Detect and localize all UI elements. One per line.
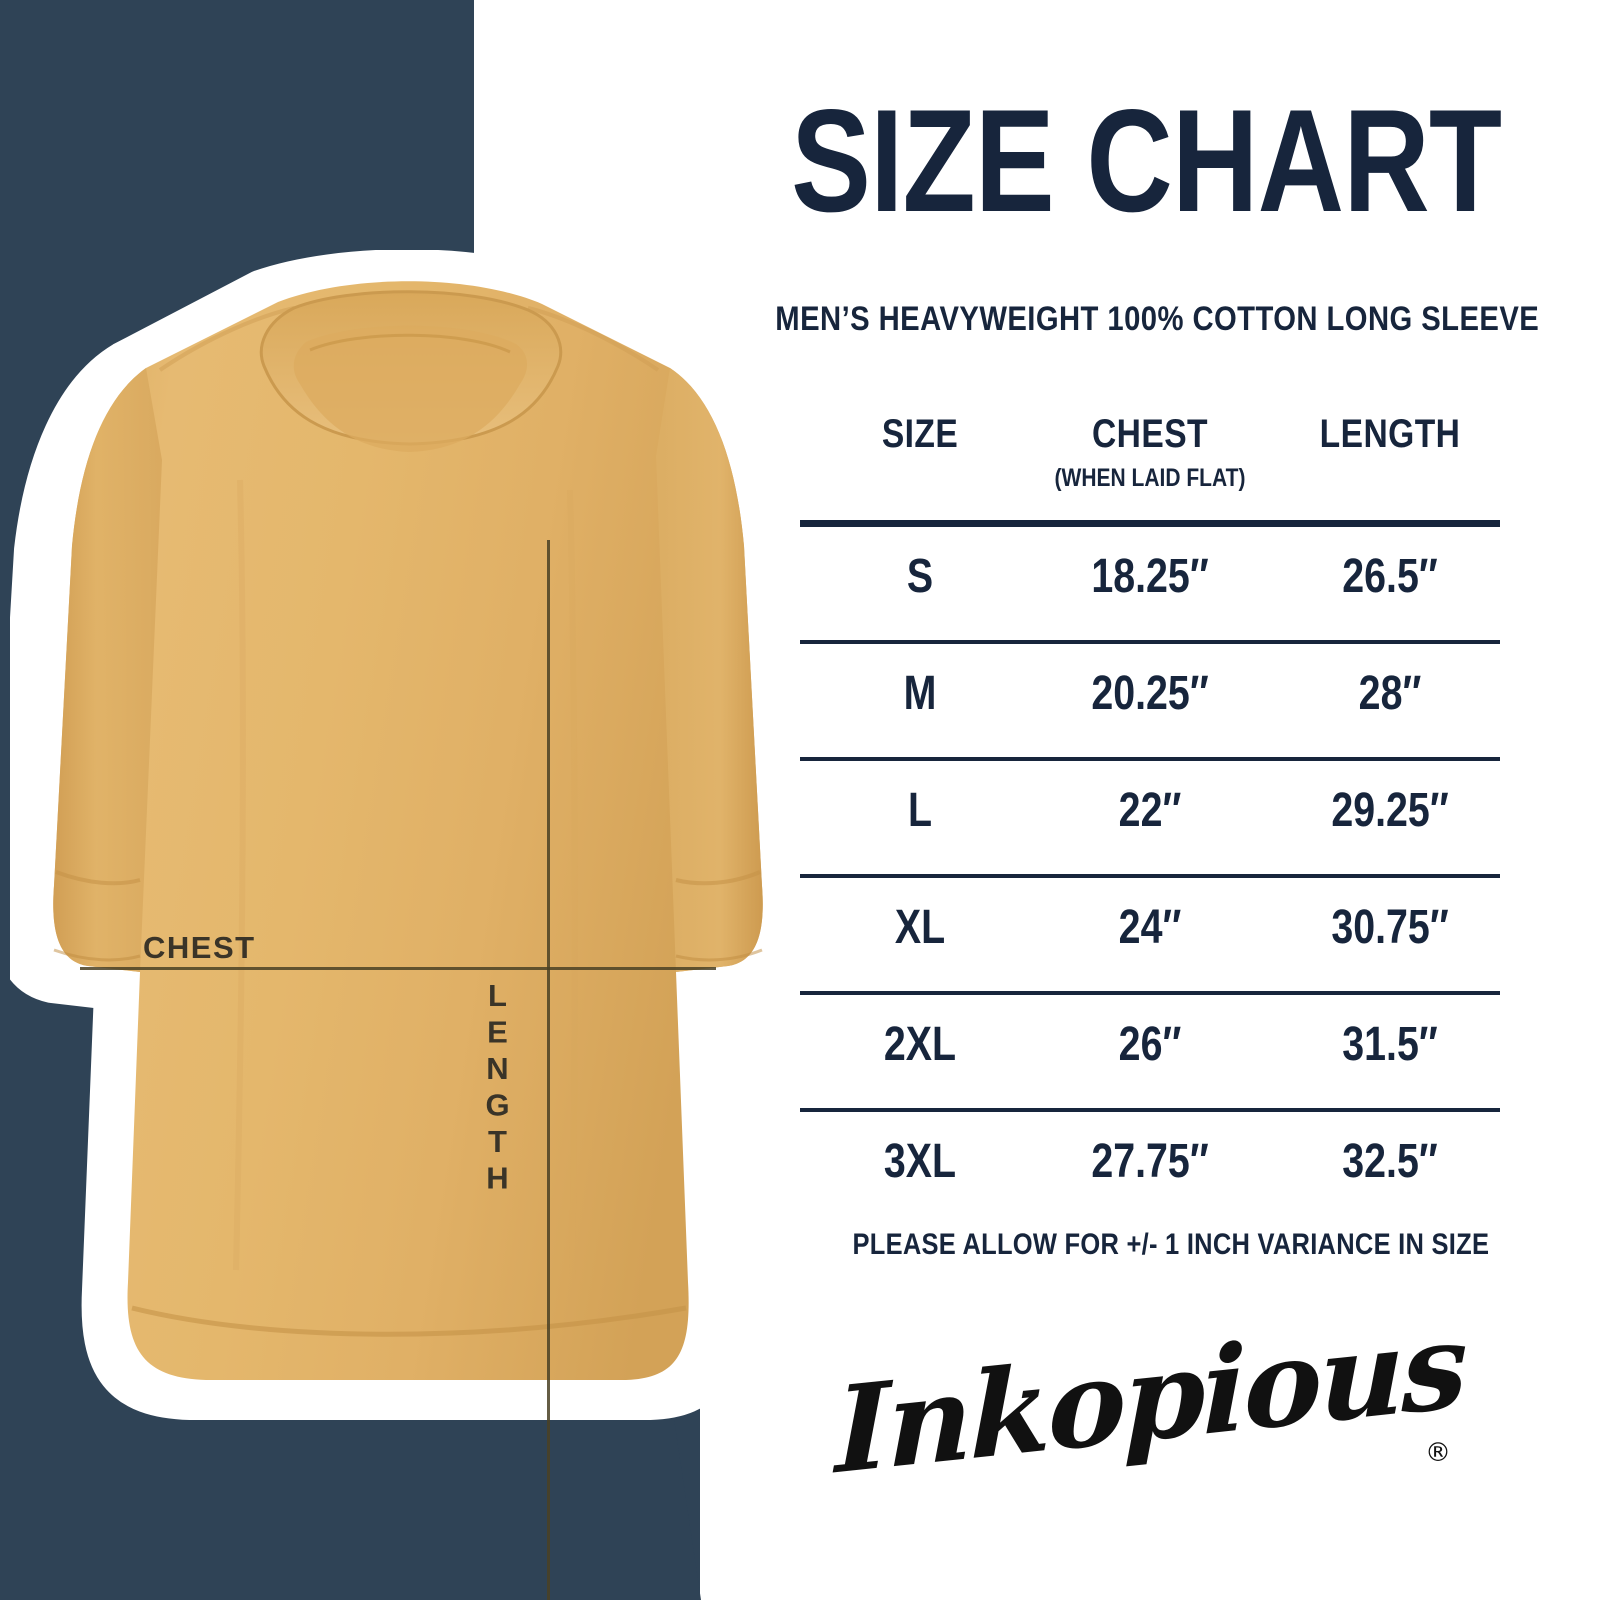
table-row-divider [800, 1108, 1500, 1112]
length-measure-label: LENGTH [480, 978, 515, 1197]
registered-trademark-icon: ® [1425, 1438, 1451, 1468]
variance-note: PLEASE ALLOW FOR +/- 1 INCH VARIANCE IN … [852, 1228, 1490, 1261]
table-row: M 20.25″ 28″ [800, 644, 1500, 757]
shirt-body [53, 281, 763, 1380]
cell-size: M [903, 667, 937, 720]
cell-chest: 18.25″ [1091, 550, 1209, 603]
cell-length: 30.75″ [1331, 901, 1449, 954]
collar-stitch [309, 333, 511, 354]
column-header-size: SIZE [881, 412, 959, 456]
cell-chest: 20.25″ [1091, 667, 1209, 720]
column-subheader-chest: (WHEN LAID FLAT) [1054, 464, 1246, 492]
cell-length: 32.5″ [1342, 1135, 1438, 1188]
cell-size: S [906, 550, 934, 603]
collar-inner [293, 325, 528, 452]
cell-size: L [907, 784, 933, 837]
table-row-divider [800, 991, 1500, 995]
table-row: 2XL 26″ 31.5″ [800, 995, 1500, 1108]
content-column: SIZE CHART MEN’S HEAVYWEIGHT 100% COTTON… [720, 0, 1600, 1600]
table-header-divider [800, 520, 1500, 527]
table-row-divider [800, 757, 1500, 761]
page-subtitle: MEN’S HEAVYWEIGHT 100% COTTON LONG SLEEV… [775, 300, 1540, 338]
length-measure-line [547, 540, 550, 1600]
table-row-divider [800, 640, 1500, 644]
table-row: 3XL 27.75″ 32.5″ [800, 1112, 1500, 1225]
table-row: XL 24″ 30.75″ [800, 878, 1500, 991]
brand-logo-wordmark: Inkopious [835, 1294, 1465, 1501]
right-shoulder-seam [527, 306, 660, 372]
shirt-svg [10, 250, 810, 1420]
cell-chest: 24″ [1118, 901, 1182, 954]
cell-size: 3XL [883, 1135, 957, 1188]
shirt-illustration: CHEST LENGTH [10, 250, 810, 1600]
shirt-right-sleeve [656, 368, 763, 972]
chest-measure-line [80, 967, 716, 970]
page-title: SIZE CHART [791, 79, 1502, 242]
cell-chest: 26″ [1118, 1018, 1182, 1071]
left-shoulder-seam [158, 306, 295, 372]
shirt-left-sleeve [53, 368, 162, 972]
table-row: L 22″ 29.25″ [800, 761, 1500, 874]
column-header-chest: CHEST [1092, 412, 1208, 456]
cell-length: 26.5″ [1342, 550, 1438, 603]
table-row: S 18.25″ 26.5″ [800, 527, 1500, 640]
cell-length: 31.5″ [1342, 1018, 1438, 1071]
cell-size: XL [894, 901, 946, 954]
fold-1 [233, 479, 246, 1271]
cell-chest: 27.75″ [1091, 1135, 1209, 1188]
fold-2 [567, 489, 578, 1281]
cell-length: 29.25″ [1331, 784, 1449, 837]
left-cuff-crease [55, 870, 141, 886]
brand-logo: Inkopious ® [830, 1295, 1490, 1530]
table-header-row: SIZE CHEST LENGTH (WHEN LAID FLAT) [800, 412, 1500, 520]
cell-length: 28″ [1358, 667, 1422, 720]
bottom-hem-line [131, 1305, 687, 1337]
right-cuff-crease [675, 870, 761, 886]
chest-measure-label: CHEST [143, 930, 256, 965]
cell-size: 2XL [883, 1018, 957, 1071]
table-row-divider [800, 874, 1500, 878]
size-table: SIZE CHEST LENGTH (WHEN LAID FLAT) S 18.… [800, 412, 1500, 1225]
right-cuff-hem [675, 948, 763, 962]
left-cuff-hem [53, 948, 141, 962]
cell-chest: 22″ [1118, 784, 1182, 837]
column-header-length: LENGTH [1319, 412, 1461, 456]
